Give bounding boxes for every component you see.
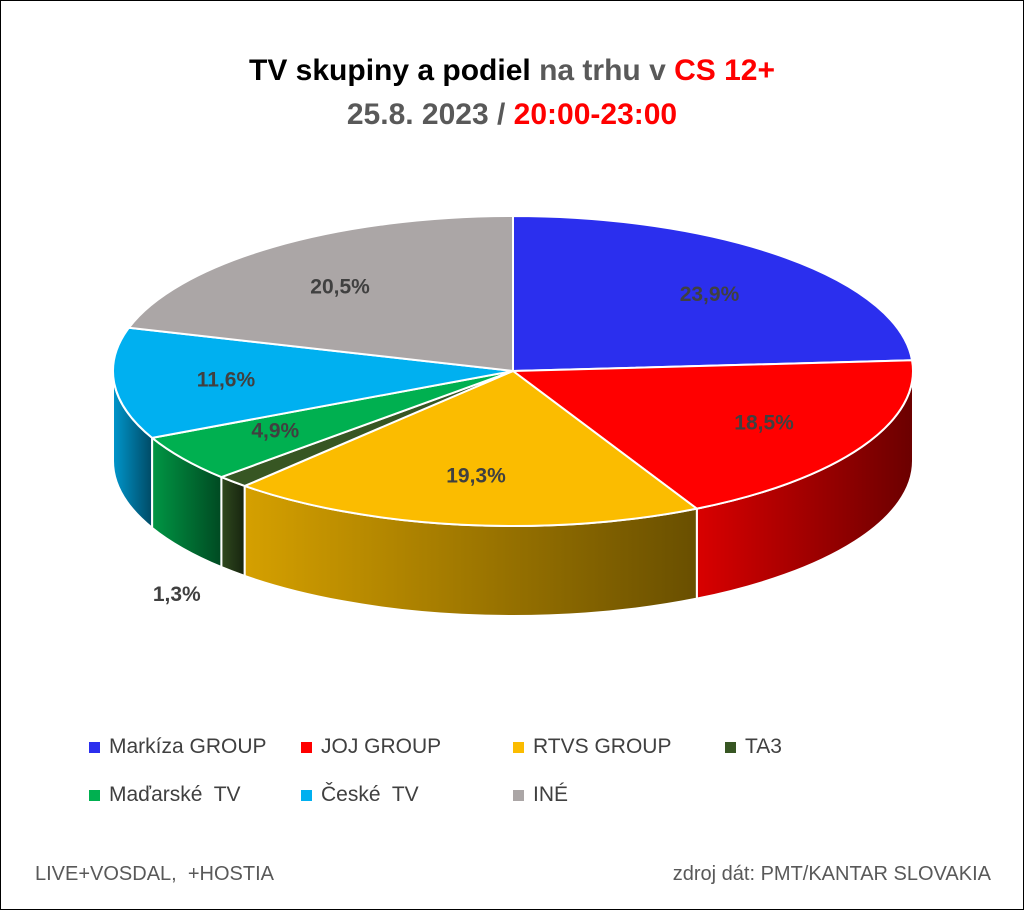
value-label-ceske-tv: 11,6% <box>197 369 256 392</box>
title-date: 25.8. 2023 / <box>346 98 506 131</box>
pie-chart: 23,9% 18,5% 19,3% 1,3% 4,9% 11,6% 20,5% <box>112 215 914 617</box>
value-label-rtvs-group: 19,3% <box>446 465 506 488</box>
chart-title: TV skupiny a podiel na trhu v CS 12+ 25.… <box>1 49 1023 137</box>
legend-swatch <box>725 741 736 753</box>
legend-swatch <box>89 741 100 753</box>
pie-sides <box>112 370 914 617</box>
legend-label: INÉ <box>533 783 569 806</box>
pie-value-labels: 23,9% 18,5% 19,3% 1,3% 4,9% 11,6% 20,5% <box>153 276 794 606</box>
title-line-1: TV skupiny a podiel na trhu v CS 12+ <box>1 49 1023 93</box>
title-text-main: TV skupiny a podiel <box>249 54 531 87</box>
pie-slices <box>112 215 914 527</box>
legend-swatch <box>513 789 524 801</box>
legend-label: Maďarské TV <box>109 783 241 806</box>
pie-slice-markiza-group <box>512 215 914 372</box>
value-label-markiza-group: 23,9% <box>680 283 740 306</box>
legend-swatch <box>513 741 524 753</box>
legend-item-markiza-group: Markíza GROUP <box>89 735 267 759</box>
pie-slice-ceske-tv <box>112 326 514 439</box>
legend: Markíza GROUP JOJ GROUP RTVS GROUP TA3 Maďar… <box>1 725 1023 825</box>
title-line-2: 25.8. 2023 / 20:00-23:00 <box>1 93 1023 137</box>
value-label-ine: 20,5% <box>310 276 370 299</box>
legend-label: JOJ GROUP <box>321 735 442 758</box>
pie-side-ta3 <box>220 475 246 578</box>
legend-item-joj-group: JOJ GROUP <box>301 735 441 759</box>
legend-item-ceske-tv: České TV <box>301 783 419 807</box>
value-label-ta3: 1,3% <box>153 583 201 606</box>
value-label-joj-group: 18,5% <box>734 412 794 435</box>
legend-item-ine: INÉ <box>513 783 568 807</box>
legend-swatch <box>301 789 312 801</box>
legend-label: České TV <box>321 783 419 806</box>
title-timeslot: 20:00-23:00 <box>505 98 678 131</box>
legend-item-rtvs-group: RTVS GROUP <box>513 735 671 759</box>
legend-item-ta3: TA3 <box>725 735 782 759</box>
legend-label: RTVS GROUP <box>533 735 672 758</box>
pie-slice-rtvs-group <box>243 370 698 527</box>
title-text-target: CS 12+ <box>665 54 775 87</box>
legend-swatch <box>301 741 312 753</box>
legend-label: TA3 <box>745 735 782 758</box>
pie-slice-ine <box>127 215 514 372</box>
pie-slice-joj-group <box>512 359 914 510</box>
footer-note: LIVE+VOSDAL, +HOSTIA <box>35 863 274 885</box>
legend-label: Markíza GROUP <box>109 735 267 758</box>
legend-swatch <box>89 789 100 801</box>
value-label-madarske-tv: 4,9% <box>251 420 299 443</box>
legend-item-madarske-tv: Maďarské TV <box>89 783 241 807</box>
footer-source: zdroj dát: PMT/KANTAR SLOVAKIA <box>672 863 991 885</box>
title-text-market: na trhu v <box>530 54 666 87</box>
